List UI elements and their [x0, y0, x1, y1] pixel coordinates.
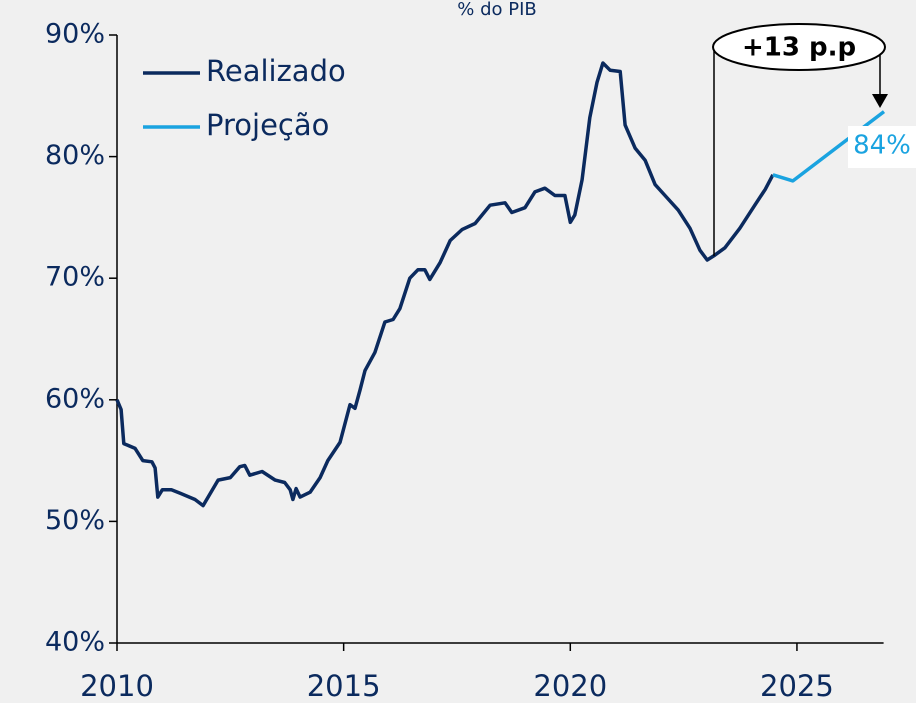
- annotation-text: +13 p.p: [742, 33, 856, 63]
- x-tick-label: 2020: [533, 669, 607, 703]
- x-tick-label: 2025: [760, 669, 834, 703]
- y-tick-label: 40%: [45, 627, 105, 658]
- annotation-bubble: [712, 23, 886, 71]
- y-tick-label: 60%: [45, 383, 105, 414]
- end-label: 84%: [853, 131, 911, 161]
- y-tick-label: 80%: [45, 140, 105, 171]
- annotation-arrow: [872, 94, 888, 108]
- label-background: [848, 126, 916, 168]
- legend-label: Realizado: [206, 54, 346, 88]
- chart-title: % do PIB: [457, 0, 537, 20]
- y-tick-label: 50%: [45, 505, 105, 536]
- x-tick-label: 2015: [307, 669, 381, 703]
- y-tick-label: 70%: [45, 262, 105, 293]
- x-tick-label: 2010: [80, 669, 154, 703]
- series-line: [115, 61, 775, 508]
- y-tick-label: 90%: [45, 19, 105, 50]
- legend-label: Projeção: [206, 108, 329, 142]
